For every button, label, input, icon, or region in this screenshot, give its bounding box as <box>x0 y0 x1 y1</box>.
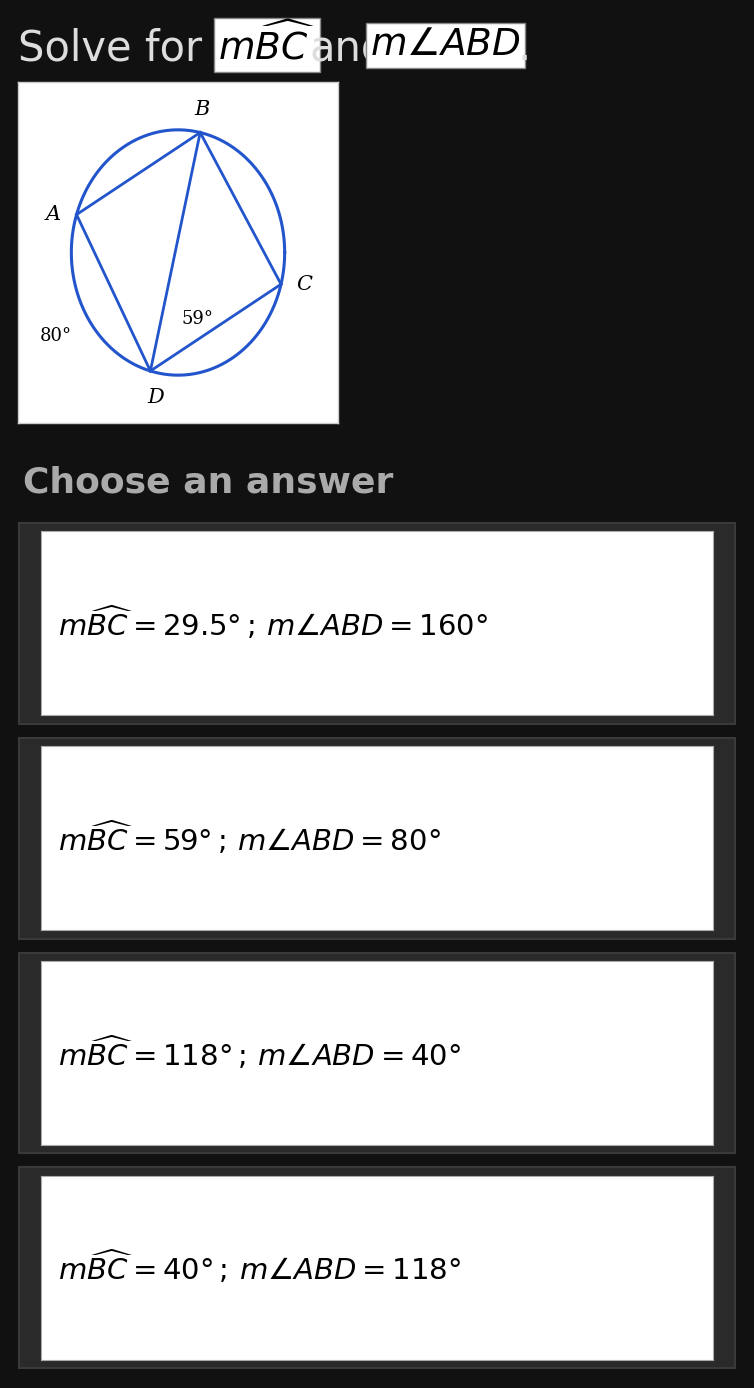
Text: $m\widehat{BC} = 40°\,;\, m\angle ABD = 118°$: $m\widehat{BC} = 40°\,;\, m\angle ABD = … <box>58 1249 461 1287</box>
Text: $m\widehat{BC} = 59°\,;\, m\angle ABD = 80°$: $m\widehat{BC} = 59°\,;\, m\angle ABD = … <box>58 819 441 856</box>
Text: $m\widehat{BC} = 29.5°\,;\, m\angle ABD = 160°$: $m\widehat{BC} = 29.5°\,;\, m\angle ABD … <box>58 605 489 643</box>
Text: 80°: 80° <box>39 326 72 344</box>
Text: $m\widehat{BC}$: $m\widehat{BC}$ <box>218 24 315 67</box>
Text: Solve for: Solve for <box>18 28 202 69</box>
Text: $m\angle ABD$: $m\angle ABD$ <box>370 26 520 62</box>
Text: and: and <box>310 28 388 69</box>
Text: .: . <box>518 28 532 69</box>
Text: B: B <box>195 100 210 118</box>
Text: A: A <box>45 205 60 223</box>
Text: $m\widehat{BC} = 118°\,;\, m\angle ABD = 40°$: $m\widehat{BC} = 118°\,;\, m\angle ABD =… <box>58 1034 461 1072</box>
Text: D: D <box>147 389 164 407</box>
Text: C: C <box>296 275 312 294</box>
Text: 59°: 59° <box>181 310 213 328</box>
Text: Choose an answer: Choose an answer <box>23 465 393 500</box>
